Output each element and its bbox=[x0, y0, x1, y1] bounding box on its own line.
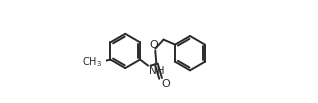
Text: NH: NH bbox=[149, 66, 164, 76]
Text: CH$_3$: CH$_3$ bbox=[82, 55, 102, 69]
Text: O: O bbox=[161, 79, 170, 89]
Text: O: O bbox=[149, 40, 158, 50]
